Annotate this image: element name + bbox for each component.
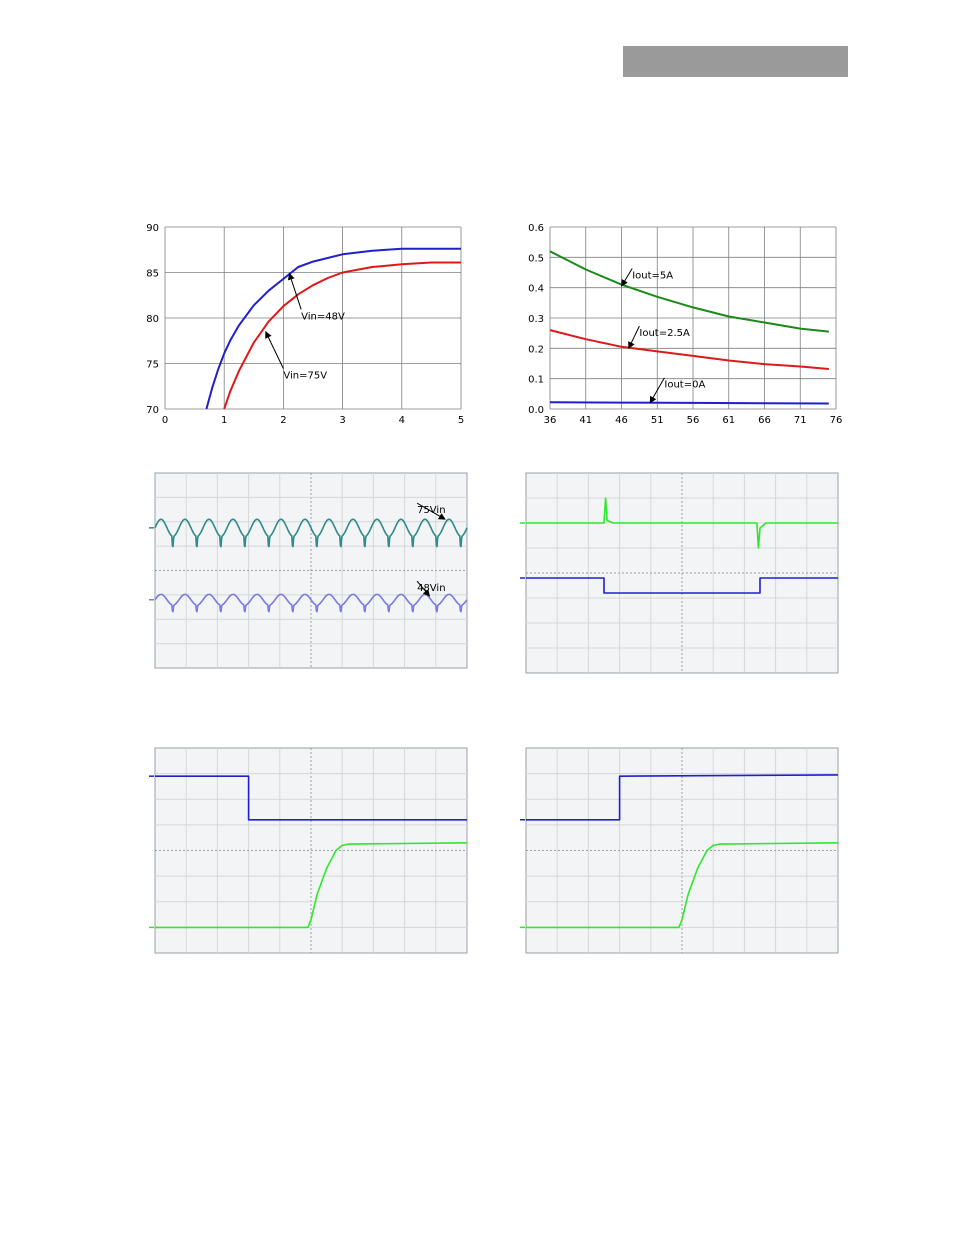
y-tick-label: 80 xyxy=(146,314,159,325)
efficiency-chart: 0 1 2 3 4 5 70 75 80 85 90 Vin=48V Vin=75V xyxy=(146,223,464,426)
y-tick-label: 0.2 xyxy=(528,344,544,355)
series-line-4-1 xyxy=(155,842,468,929)
startup-scope-1 xyxy=(149,747,468,954)
x-tick-label: 0 xyxy=(162,415,168,426)
annotation-label: Iout=0A xyxy=(664,380,705,391)
x-tick-label: 41 xyxy=(579,415,592,426)
series-line-3-0 xyxy=(526,497,838,549)
header-bar xyxy=(623,46,848,77)
x-tick-label: 66 xyxy=(758,415,771,426)
series-line-4-0 xyxy=(155,775,467,821)
y-tick-label: 85 xyxy=(146,269,159,280)
y-tick-label: 0.1 xyxy=(528,375,544,386)
y-tick-label: 0.0 xyxy=(528,405,544,416)
series-line-48vin xyxy=(154,593,468,613)
series-line-iout-2-5a xyxy=(549,329,829,370)
annotation-arrow xyxy=(265,331,284,369)
annotation-label: Iout=5A xyxy=(632,271,673,282)
x-tick-label: 4 xyxy=(399,415,405,426)
annotation-label: Vin=48V xyxy=(301,311,345,322)
annotation-arrow xyxy=(649,377,665,404)
y-tick-label: 0.6 xyxy=(528,223,544,234)
series-line-3-1 xyxy=(526,577,838,594)
x-tick-label: 36 xyxy=(544,415,557,426)
y-tick-label: 70 xyxy=(146,405,159,416)
annotation-arrow xyxy=(628,325,640,349)
y-tick-label: 90 xyxy=(146,223,159,234)
series-line-iout-0a xyxy=(549,401,829,405)
x-tick-label: 3 xyxy=(339,415,345,426)
series-line-iout-5a xyxy=(549,250,829,333)
no-load-power-chart: 36 41 46 51 56 61 66 71 76 0.0 0.1 0.2 0.3 0.4 0.5 0.6 I… xyxy=(528,223,843,426)
y-tick-label: 75 xyxy=(146,360,159,371)
x-tick-label: 1 xyxy=(221,415,227,426)
startup-scope-2 xyxy=(520,747,839,954)
annotation-arrow xyxy=(287,272,302,310)
series-line-75vin xyxy=(154,518,468,548)
annotation-label: 75Vin xyxy=(417,505,445,516)
series-line-5-1 xyxy=(526,842,839,929)
transient-scope xyxy=(520,472,839,674)
annotation-arrow xyxy=(416,580,431,597)
annotation-label: Iout=2.5A xyxy=(639,328,690,339)
y-tick-label: 0.3 xyxy=(528,314,544,325)
y-tick-label: 0.5 xyxy=(528,253,544,264)
annotation-arrow xyxy=(621,268,633,287)
x-tick-label: 5 xyxy=(458,415,464,426)
x-tick-label: 71 xyxy=(794,415,807,426)
series-line-vin-48v xyxy=(205,247,461,410)
x-tick-label: 56 xyxy=(687,415,700,426)
series-line-5-0 xyxy=(526,774,839,821)
ripple-scope: 75Vin 48Vin xyxy=(149,472,468,669)
x-tick-label: 61 xyxy=(722,415,735,426)
x-tick-label: 51 xyxy=(651,415,664,426)
x-tick-label: 2 xyxy=(280,415,286,426)
x-tick-label: 76 xyxy=(830,415,843,426)
x-tick-label: 46 xyxy=(615,415,628,426)
annotation-arrow xyxy=(416,502,446,520)
y-tick-label: 0.4 xyxy=(528,284,544,295)
series-line-vin-75v xyxy=(223,261,461,410)
annotation-label: 48Vin xyxy=(417,583,445,594)
annotation-label: Vin=75V xyxy=(283,371,327,382)
